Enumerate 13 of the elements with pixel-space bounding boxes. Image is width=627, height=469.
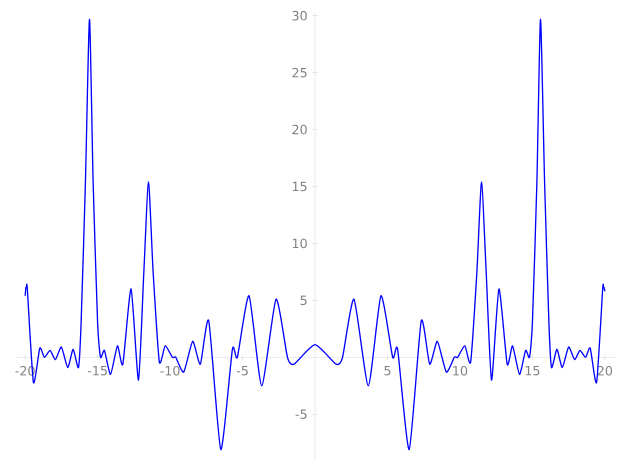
y-tick-label: 30 <box>292 10 307 20</box>
y-tick-label: 5 <box>300 295 307 305</box>
x-tick-label: -15 <box>88 366 107 376</box>
x-tick-label: 5 <box>384 366 390 376</box>
y-tick-label: 10 <box>292 238 307 248</box>
x-tick-label: -5 <box>236 366 248 376</box>
y-tick-label: 15 <box>292 182 307 192</box>
x-tick-label: -10 <box>160 366 180 376</box>
y-tick-label: -5 <box>296 409 307 419</box>
x-tick-label: 10 <box>453 366 468 376</box>
y-tick-label: 20 <box>292 124 307 134</box>
x-tick-label: 15 <box>526 366 540 376</box>
y-tick-label: 25 <box>292 68 307 78</box>
